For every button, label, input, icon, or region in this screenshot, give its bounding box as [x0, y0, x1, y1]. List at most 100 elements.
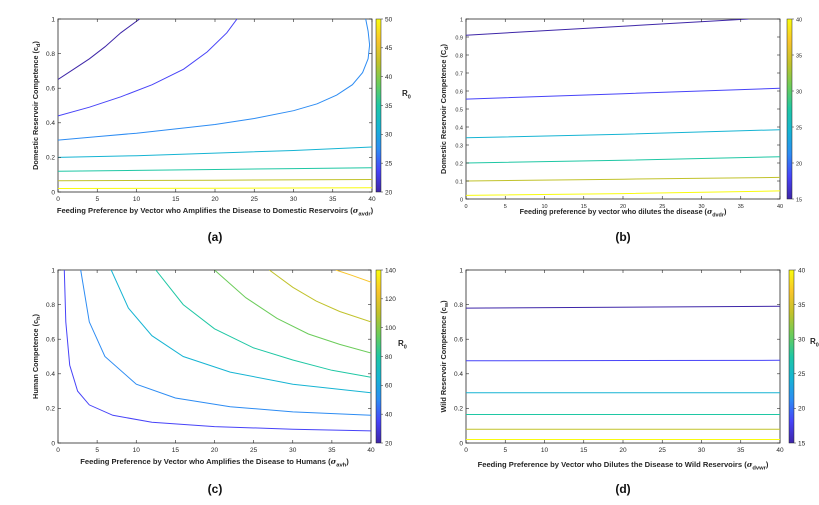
contour-line-4 — [214, 270, 371, 354]
colorbar-label: R0 — [402, 89, 411, 101]
x-tick-label: 35 — [737, 447, 745, 454]
x-tick-label: 15 — [172, 196, 180, 203]
colorbar-tick-label: 140 — [385, 267, 396, 274]
y-tick-label: 1 — [459, 267, 463, 274]
y-tick-label: 0 — [459, 440, 463, 447]
colorbar-tick-label: 35 — [385, 103, 393, 110]
y-tick-label: 0.8 — [46, 302, 55, 309]
contour-line-2 — [110, 270, 371, 394]
x-tick-label: 20 — [619, 447, 627, 454]
colorbar-tick-label: 25 — [798, 371, 806, 378]
y-tick-label: 0.4 — [454, 371, 463, 378]
colorbar — [786, 18, 793, 200]
x-axis-label: Feeding Preference by Vector who Amplifi… — [57, 206, 374, 218]
colorbar — [375, 18, 382, 193]
y-axis-label: Wild Reservoir Competence (cw) — [439, 300, 450, 413]
x-axis-label: Feeding preference by vector who dilutes… — [520, 207, 727, 219]
y-tick-label: 0.4 — [46, 120, 55, 127]
colorbar-tick-label: 15 — [798, 440, 806, 447]
x-tick-label: 40 — [777, 204, 783, 210]
y-tick-label: 0.7 — [455, 71, 463, 77]
x-tick-label: 40 — [776, 447, 784, 454]
y-tick-label: 0.4 — [455, 125, 463, 131]
colorbar-tick-label: 20 — [798, 406, 806, 413]
y-tick-label: 0.8 — [455, 53, 463, 59]
plot-frame — [57, 18, 373, 193]
colorbar-label: R0 — [810, 337, 819, 349]
contour-line-5 — [269, 270, 371, 323]
panel-label: (b) — [615, 230, 630, 244]
colorbar-tick-label: 30 — [796, 89, 802, 95]
contour-line-5 — [466, 190, 780, 196]
colorbar-tick-label: 45 — [385, 45, 393, 52]
contour-line-3 — [155, 270, 371, 378]
colorbar-tick-label: 20 — [385, 189, 393, 196]
y-tick-label: 0.6 — [454, 337, 463, 344]
x-tick-label: 30 — [698, 447, 706, 454]
x-tick-label: 10 — [133, 447, 141, 454]
colorbar-tick-label: 20 — [796, 161, 802, 167]
colorbar-tick-label: 50 — [385, 16, 393, 23]
panel-a: 0 5 10 15 20 25 30 35 40 0 0.2 0.4 0.6 0.8 1 20 25 30 35 40… — [31, 16, 411, 244]
y-tick-label: 0 — [460, 197, 463, 203]
y-tick-label: 0.6 — [46, 86, 55, 93]
y-tick-label: 0 — [51, 440, 55, 447]
contour-lines — [63, 270, 371, 432]
x-tick-label: 35 — [329, 196, 337, 203]
contour-line-4 — [466, 176, 780, 182]
y-tick-label: 1 — [460, 17, 463, 23]
colorbar — [788, 269, 795, 444]
x-tick-label: 15 — [172, 447, 180, 454]
y-tick-label: 0.2 — [455, 161, 463, 167]
colorbar-tick-label: 40 — [796, 17, 802, 23]
x-tick-label: 25 — [251, 196, 259, 203]
x-tick-label: 5 — [95, 447, 99, 454]
colorbar-tick-label: 30 — [385, 132, 393, 139]
contour-line-1 — [466, 359, 780, 362]
x-tick-label: 0 — [56, 447, 60, 454]
colorbar-tick-label: 30 — [798, 337, 806, 344]
x-tick-label: 0 — [464, 204, 467, 210]
y-tick-label: 0.2 — [46, 155, 55, 162]
x-tick-label: 30 — [698, 204, 704, 210]
y-tick-label: 0.2 — [46, 406, 55, 413]
contour-line-3 — [466, 156, 780, 164]
x-tick-label: 15 — [581, 204, 587, 210]
y-tick-label: 0.8 — [454, 302, 463, 309]
contour-line-6 — [58, 187, 372, 189]
x-tick-label: 35 — [738, 204, 744, 210]
contour-line-1 — [58, 19, 238, 117]
colorbar-tick-label: 80 — [385, 354, 393, 361]
y-tick-label: 0.4 — [46, 371, 55, 378]
colorbar — [375, 269, 382, 444]
y-tick-label: 0.9 — [455, 35, 463, 41]
x-tick-label: 30 — [290, 196, 298, 203]
x-tick-label: 5 — [503, 447, 507, 454]
plot-frame — [465, 18, 781, 200]
contour-line-2 — [58, 19, 371, 141]
x-tick-label: 15 — [580, 447, 588, 454]
x-tick-label: 20 — [211, 196, 219, 203]
x-tick-label: 10 — [133, 196, 141, 203]
colorbar-tick-label: 40 — [385, 74, 393, 81]
colorbar-tick-label: 35 — [798, 302, 806, 309]
y-tick-label: 0.6 — [455, 89, 463, 95]
y-axis-label: Domestic Reservoir Competence (cd) — [31, 41, 42, 170]
contour-line-3 — [58, 146, 372, 158]
colorbar-tick-label: 20 — [385, 440, 393, 447]
y-tick-label: 1 — [51, 16, 55, 23]
x-tick-label: 40 — [368, 196, 376, 203]
plot-frame — [465, 269, 781, 444]
y-tick-label: 0.3 — [455, 143, 463, 149]
contour-line-4 — [58, 167, 372, 172]
x-tick-label: 5 — [504, 204, 507, 210]
contour-line-6 — [335, 270, 371, 283]
y-tick-label: 0.8 — [46, 51, 55, 58]
x-tick-label: 20 — [211, 447, 219, 454]
y-tick-label: 0 — [51, 189, 55, 196]
y-tick-label: 0.2 — [454, 406, 463, 413]
x-tick-label: 30 — [289, 447, 297, 454]
colorbar-tick-label: 120 — [385, 296, 396, 303]
colorbar-tick-label: 60 — [385, 383, 393, 390]
x-tick-label: 10 — [541, 204, 547, 210]
